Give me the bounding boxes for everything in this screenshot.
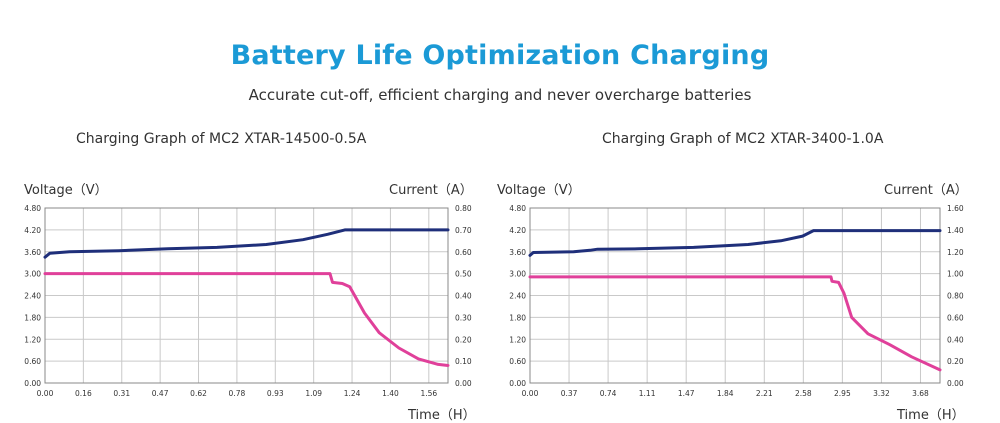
chart-title-left: Charging Graph of MC2 XTAR-14500-0.5A — [76, 131, 367, 147]
x-tick-label: 0.00 — [37, 389, 54, 398]
y2-tick-label: 0.30 — [455, 313, 472, 322]
time-axis-label-right: Time（H） — [897, 408, 965, 423]
current-axis-label-right: Current（A） — [884, 183, 968, 198]
y-tick-label: 0.00 — [24, 379, 41, 388]
y-tick-label: 2.40 — [24, 292, 41, 301]
y2-tick-label: 0.70 — [455, 226, 472, 235]
y-tick-label: 4.80 — [24, 204, 41, 213]
y-tick-label: 0.60 — [24, 357, 41, 366]
chart-title-right: Charging Graph of MC2 XTAR-3400-1.0A — [602, 131, 884, 147]
x-tick-label: 0.47 — [152, 389, 169, 398]
y2-tick-label: 0.20 — [455, 335, 472, 344]
y2-tick-label: 0.10 — [455, 357, 472, 366]
y-tick-label: 1.80 — [24, 313, 41, 322]
y-tick-label: 4.20 — [24, 226, 41, 235]
voltage-series-line — [43, 228, 450, 259]
x-tick-label: 0.78 — [229, 389, 246, 398]
x-tick-label: 0.93 — [267, 389, 284, 398]
y-tick-label: 3.60 — [24, 248, 41, 257]
y2-tick-label: 0.00 — [455, 379, 472, 388]
y-tick-label: 3.00 — [24, 270, 41, 279]
x-tick-label: 0.62 — [190, 389, 207, 398]
voltage-axis-label-right: Voltage（V） — [497, 183, 581, 198]
x-tick-label: 1.24 — [344, 389, 361, 398]
x-tick-label: 1.56 — [420, 389, 437, 398]
page-subtitle: Accurate cut-off, efficient charging and… — [248, 86, 752, 104]
page-title: Battery Life Optimization Charging — [230, 40, 770, 71]
y2-tick-label: 0.80 — [455, 204, 472, 213]
y2-tick-label: 0.50 — [455, 270, 472, 279]
x-tick-label: 1.40 — [382, 389, 399, 398]
plot-frame — [44, 207, 449, 384]
time-axis-label-left: Time（H） — [408, 408, 476, 423]
x-tick-label: 0.16 — [75, 389, 92, 398]
current-axis-label-left: Current（A） — [389, 183, 473, 198]
x-tick-label: 0.31 — [113, 389, 130, 398]
y2-tick-label: 0.40 — [455, 292, 472, 301]
current-series-line — [43, 272, 450, 367]
y-tick-label: 1.20 — [24, 335, 41, 344]
x-tick-label: 1.09 — [305, 389, 322, 398]
y2-tick-label: 0.60 — [455, 248, 472, 257]
voltage-axis-label-left: Voltage（V） — [24, 183, 108, 198]
